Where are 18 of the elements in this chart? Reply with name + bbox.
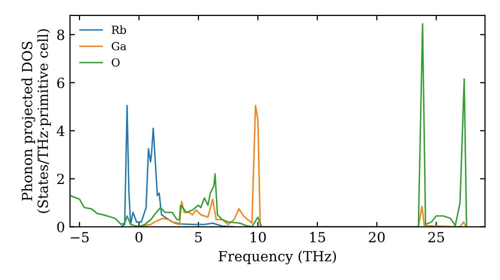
x-tick-label: −5 bbox=[70, 232, 89, 242]
x-tick-label: 25 bbox=[428, 232, 444, 242]
x-tick-label: 0 bbox=[135, 232, 142, 242]
y-axis-title: Phonon projected DOS (States/THz·primitive cell) bbox=[22, 29, 51, 213]
legend-label: Ga bbox=[112, 42, 126, 50]
y-tick-label: 4 bbox=[56, 126, 64, 136]
x-axis-title: Frequency (THz) bbox=[218, 250, 336, 264]
line-series bbox=[70, 23, 468, 227]
x-tick-label: 15 bbox=[310, 232, 326, 242]
x-tick-label: 5 bbox=[195, 232, 202, 242]
y-tick-label: 2 bbox=[57, 174, 64, 184]
legend-label: O bbox=[112, 58, 120, 67]
y-tick-label: 6 bbox=[57, 78, 64, 88]
legend-label: Rb bbox=[112, 25, 126, 34]
y-tick-label: 0 bbox=[57, 222, 64, 232]
x-tick-label: 20 bbox=[368, 232, 385, 242]
x-tick-label: 10 bbox=[250, 232, 266, 242]
y-tick-label: 8 bbox=[57, 30, 64, 40]
